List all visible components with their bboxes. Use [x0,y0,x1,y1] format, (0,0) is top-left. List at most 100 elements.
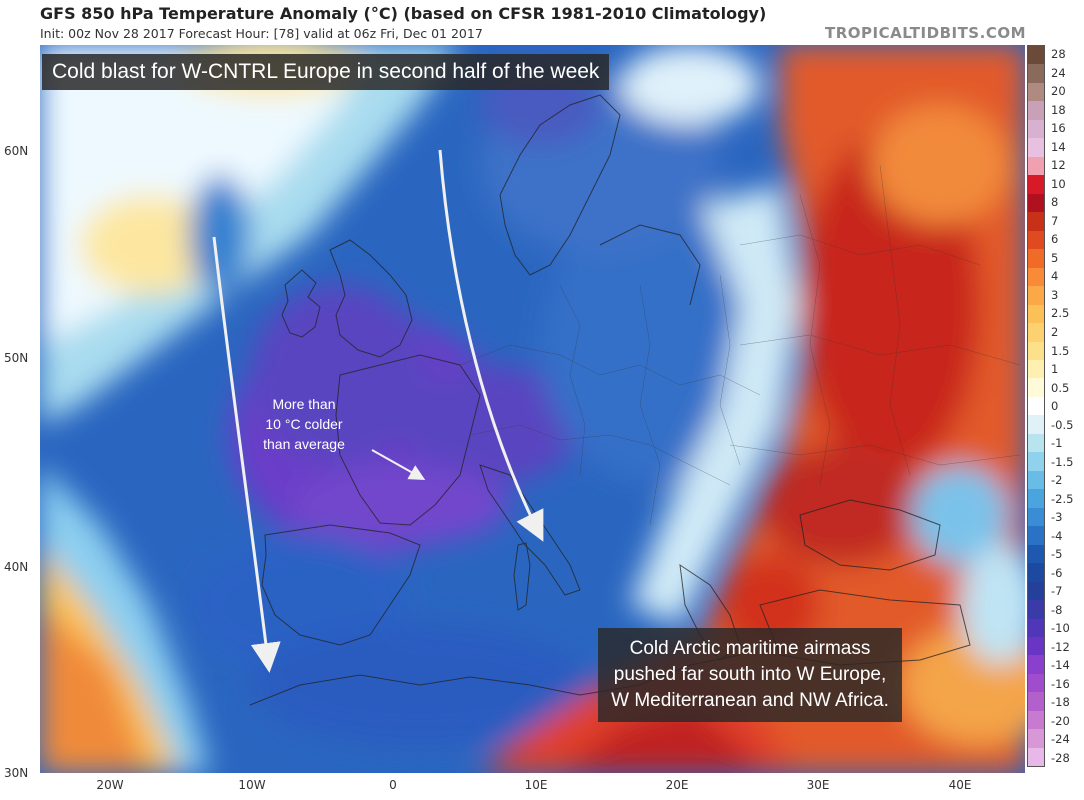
lon-label: 20W [96,778,124,792]
colorbar-labels: 28 24 20 18 16 14 12 10 8 7 6 5 4 3 2.5 2 1.5 1 0.5 0 -0.5 -1… [1051,45,1084,767]
colorbar-swatch [1028,710,1044,730]
lon-label: 10E [524,778,548,792]
lat-label: 60N [4,144,29,158]
brand-watermark: TROPICALTIDBITS.COM [825,24,1026,42]
colorbar-label: 0.5 [1051,380,1070,395]
lon-label: 20E [665,778,689,792]
lat-label: 30N [4,766,29,780]
colorbar-swatch [1028,544,1044,564]
colorbar-label: -16 [1051,676,1070,691]
colorbar-label: -0.5 [1051,417,1074,432]
colorbar-label: 16 [1051,121,1066,136]
colorbar-label: 2 [1051,324,1059,339]
colorbar-swatch [1028,415,1044,434]
colorbar-swatch [1028,452,1044,471]
country-borders [459,164,1021,526]
colorbar-label: 6 [1051,232,1059,247]
colorbar-label: -28 [1051,750,1070,765]
caption-line: W Mediterranean and NW Africa. [611,690,889,711]
lon-label: 40E [948,778,972,792]
colorbar-swatch [1028,507,1044,527]
colorbar-label: -10 [1051,621,1070,636]
colorbar-swatch [1028,470,1044,490]
colorbar-swatch [1028,747,1044,767]
colorbar-label: 20 [1051,84,1066,99]
colorbar-label: -8 [1051,602,1063,617]
colorbar-swatch [1028,396,1044,416]
lon-label: 30E [806,778,830,792]
annotation-pointer [371,449,426,480]
colorbar-swatch [1028,323,1044,342]
colorbar-swatch [1028,249,1044,268]
colorbar-label: -2.5 [1051,491,1074,506]
colorbar-label: -4 [1051,528,1063,543]
colorbar-label: -18 [1051,695,1070,710]
colorbar-swatch [1028,729,1044,748]
colorbar-label: -5 [1051,547,1063,562]
caption-line: Cold Arctic maritime airmass [629,638,871,659]
colorbar-swatch [1028,286,1044,305]
colorbar-swatch [1028,82,1044,102]
colorbar-label: -1.5 [1051,454,1074,469]
colorbar-label: 3 [1051,287,1059,302]
colorbar-label: 4 [1051,269,1059,284]
colorbar-swatch [1028,341,1044,360]
colorbar-swatch [1028,230,1044,250]
colorbar-swatch [1028,673,1044,693]
colorbar-swatch [1028,304,1044,324]
colorbar-label: 12 [1051,158,1066,173]
colorbar-swatch [1028,267,1044,287]
annotation-line: 10 °C colder [265,416,343,432]
colorbar-swatch [1028,212,1044,231]
colorbar-label: 5 [1051,250,1059,265]
colorbar-swatch [1028,156,1044,176]
colorbar-swatch [1028,489,1044,508]
anomaly-annotation: More than 10 °C colder than average [244,394,364,454]
colorbar-swatch [1028,655,1044,674]
map-subtitle: Init: 00z Nov 28 2017 Forecast Hour: [78… [40,26,483,41]
airmass-caption: Cold Arctic maritime airmass pushed far … [598,628,902,722]
colorbar-label: -1 [1051,436,1063,451]
colorbar-label: 1 [1051,362,1059,377]
colorbar-label: 18 [1051,102,1066,117]
headline-banner: Cold blast for W-CNTRL Europe in second … [42,54,610,90]
colorbar-swatch [1028,101,1044,120]
colorbar-label: 7 [1051,213,1059,228]
colorbar-label: -14 [1051,658,1070,673]
colorbar-swatch [1028,637,1044,656]
flow-arrow-east [438,149,544,542]
colorbar-label: -24 [1051,732,1070,747]
colorbar [1027,45,1045,767]
lon-label: 0 [389,778,397,792]
colorbar-label: -12 [1051,639,1070,654]
colorbar-swatch [1028,193,1044,213]
colorbar-label: 24 [1051,65,1066,80]
colorbar-label: 28 [1051,47,1066,62]
colorbar-swatch [1028,119,1044,139]
lon-label: 10W [238,778,266,792]
anomaly-map [40,45,1025,773]
map-canvas [40,45,1025,773]
colorbar-swatch [1028,692,1044,711]
colorbar-swatch [1028,581,1044,601]
colorbar-label: -2 [1051,473,1063,488]
colorbar-label: 8 [1051,195,1059,210]
flow-arrow-west [212,236,281,673]
colorbar-label: 0 [1051,399,1059,414]
annotation-line: than average [263,436,345,452]
colorbar-label: -3 [1051,510,1063,525]
colorbar-swatch [1028,138,1044,157]
colorbar-swatch [1028,175,1044,194]
colorbar-label: -20 [1051,713,1070,728]
colorbar-label: -7 [1051,584,1063,599]
colorbar-swatch [1028,433,1044,453]
colorbar-label: -6 [1051,565,1063,580]
colorbar-swatch [1028,526,1044,545]
annotation-line: More than [272,396,336,412]
colorbar-swatch [1028,359,1044,379]
colorbar-swatch [1028,618,1044,637]
colorbar-label: 1.5 [1051,343,1070,358]
map-title: GFS 850 hPa Temperature Anomaly (°C) (ba… [40,4,767,23]
colorbar-swatch [1028,46,1044,65]
colorbar-swatch [1028,600,1044,619]
